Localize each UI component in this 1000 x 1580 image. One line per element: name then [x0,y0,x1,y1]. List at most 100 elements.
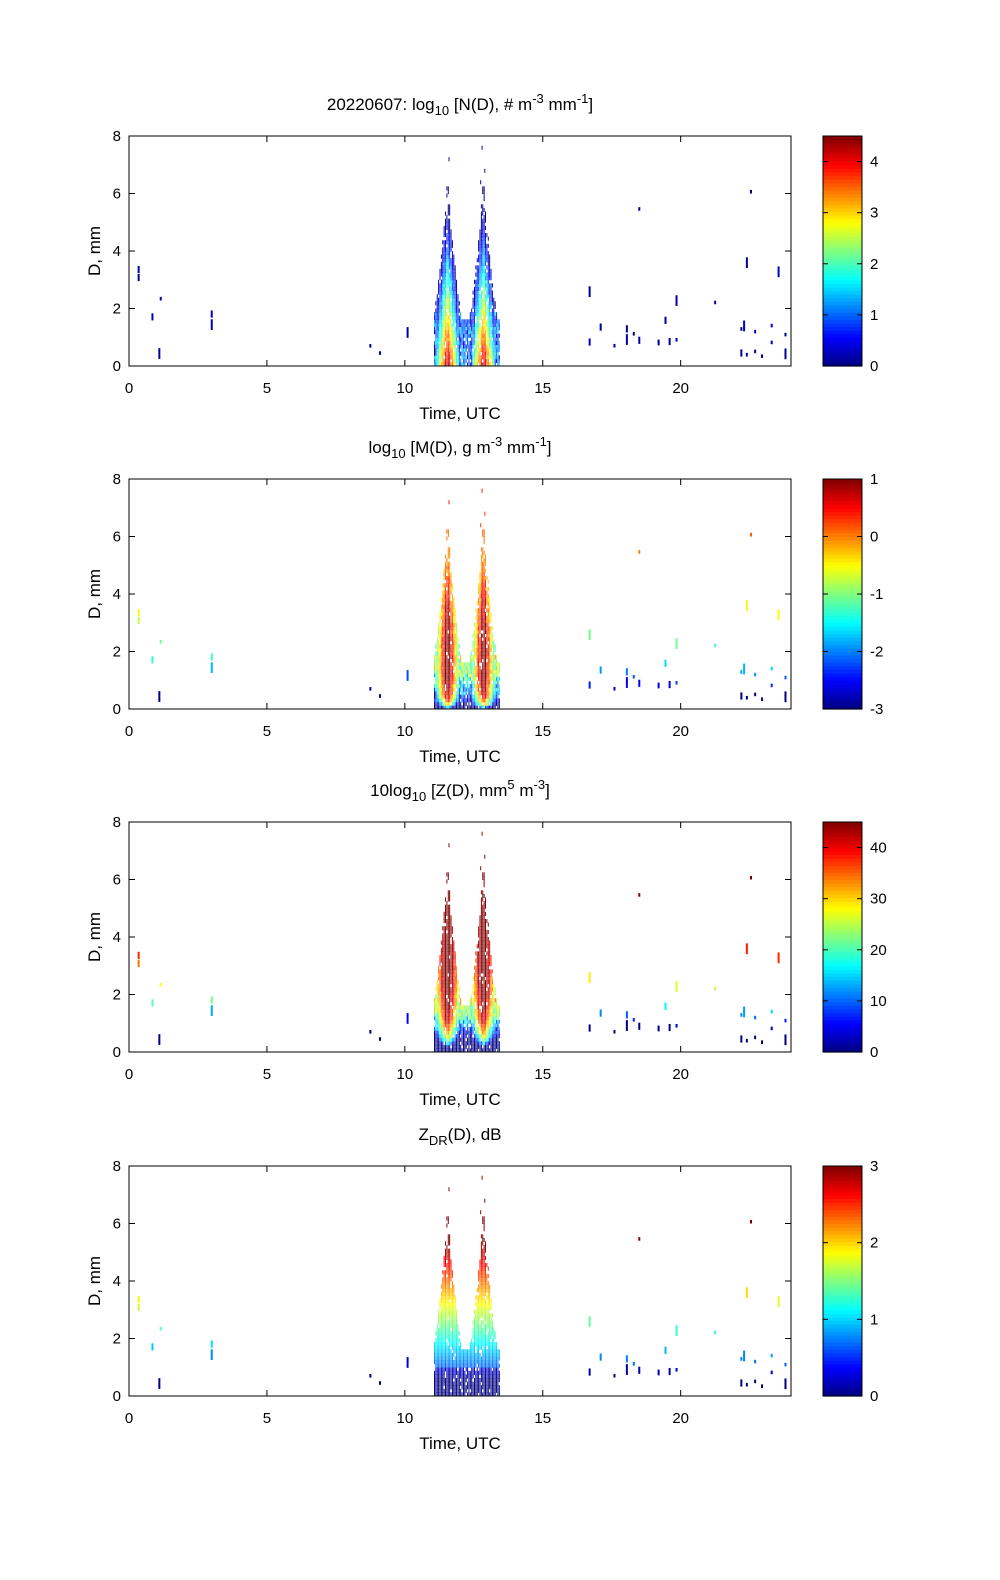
heatmap-cell [657,1025,660,1030]
heatmap-cell [485,215,486,220]
heatmap-cell [479,1008,481,1013]
heatmap-cell [483,1374,485,1379]
heatmap-cell [486,655,488,660]
heatmap-cell [482,1349,484,1354]
heatmap-cell [438,662,440,667]
heatmap-cell [451,1374,453,1379]
heatmap-cell [493,348,495,353]
heatmap-cell [454,1320,456,1325]
heatmap-cell [456,676,458,681]
heatmap-cell [453,662,455,667]
heatmap-cell [435,1044,437,1049]
heatmap-cell [451,337,453,342]
heatmap-cell [440,990,442,995]
heatmap-cell [486,590,488,595]
heatmap-cell [449,622,451,627]
heatmap-cell [453,283,455,288]
heatmap-cell [493,297,495,302]
heatmap-cell [447,243,449,248]
heatmap-cell [490,1026,492,1031]
heatmap-cell [480,937,482,942]
heatmap-cell [483,933,485,938]
heatmap-cell [451,1388,453,1393]
heatmap-cell [489,286,491,292]
colorbar-tick-label: 10 [870,993,887,1010]
heatmap-cell [447,662,449,667]
heatmap-cell [486,626,488,631]
heatmap-cell [456,1356,458,1361]
heatmap-cell [464,1356,466,1361]
heatmap-cell [480,1360,482,1365]
heatmap-cell [483,1367,485,1372]
heatmap-cell [449,1005,451,1010]
heatmap-cell [777,266,780,278]
heatmap-cell [457,340,459,345]
heatmap-cell [489,268,491,274]
heatmap-cell [469,362,471,367]
heatmap-cell [450,919,452,924]
heatmap-cell [489,972,491,978]
heatmap-cell [480,312,482,317]
heatmap-cell [453,651,455,656]
heatmap-cell [472,1349,474,1354]
heatmap-cell [440,1309,442,1314]
heatmap-cell [486,319,488,324]
heatmap-cell [462,1363,464,1368]
heatmap-cell [456,1324,458,1329]
heatmap-cell [487,294,489,299]
heatmap-cell [445,1363,447,1368]
heatmap-cell [497,691,499,696]
heatmap-cell [494,1001,496,1006]
heatmap-cell [486,608,488,613]
heatmap-cell [489,290,491,295]
heatmap-cell [453,279,455,284]
heatmap-cell [476,330,478,335]
heatmap-cell [450,683,452,688]
heatmap-cell [456,1019,458,1024]
heatmap-cell [450,1356,452,1361]
heatmap-cell [450,611,452,617]
heatmap-cell [480,1370,482,1375]
heatmap-cell [478,254,480,259]
heatmap-cell [472,1345,474,1350]
colorbar-swatch [823,326,862,331]
colorbar-swatch [823,883,862,888]
heatmap-cell [480,1026,482,1031]
heatmap-cell [479,1313,481,1318]
heatmap-cell [483,1008,485,1013]
heatmap-cell [498,1048,500,1053]
heatmap-cell [462,665,464,670]
heatmap-cell [443,637,445,642]
heatmap-cell [440,319,442,324]
heatmap-cell [443,951,445,956]
heatmap-cell [625,1020,628,1031]
heatmap-cell [445,1349,447,1354]
heatmap-cell [434,362,435,367]
heatmap-cell [456,691,458,696]
heatmap-cell [714,986,717,991]
heatmap-cell [439,1320,441,1325]
heatmap-cell [480,1385,482,1390]
heatmap-cell [469,1037,471,1042]
heatmap-cell [467,340,469,345]
heatmap-cell [442,665,444,670]
heatmap-cell [457,1327,459,1332]
heatmap-cell [453,965,455,970]
heatmap-cell [483,1041,485,1046]
heatmap-cell [482,954,484,960]
heatmap-cell [491,297,493,302]
heatmap-cell [471,308,473,313]
colorbar-swatch [823,937,862,942]
heatmap-cell [436,1327,438,1332]
heatmap-cell [435,1388,437,1393]
heatmap-cell [472,340,474,345]
heatmap-cell [443,926,445,931]
heatmap-cell [450,330,452,335]
heatmap-cell [493,687,495,692]
heatmap-cell [475,1044,477,1049]
heatmap-cell [487,319,489,324]
heatmap-cell [439,1023,441,1028]
heatmap-cell [467,1349,469,1354]
heatmap-cell [482,290,484,295]
heatmap-cell [491,651,493,656]
